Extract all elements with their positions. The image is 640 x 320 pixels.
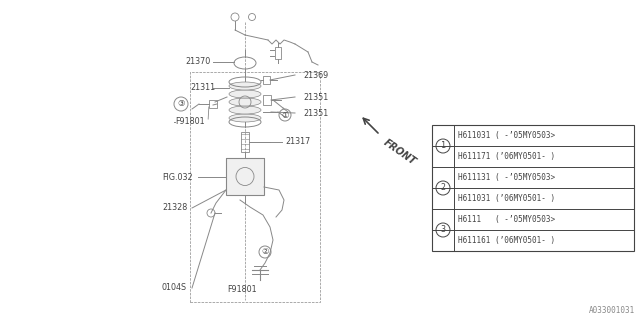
Text: ②: ② xyxy=(261,247,269,257)
Bar xyxy=(226,158,264,195)
Text: H6111   ( -’05MY0503>: H6111 ( -’05MY0503> xyxy=(458,215,555,224)
Bar xyxy=(190,72,320,302)
Text: 3: 3 xyxy=(440,226,445,235)
Bar xyxy=(241,132,249,152)
Bar xyxy=(209,100,217,108)
Ellipse shape xyxy=(229,114,261,122)
Text: H611161 (’06MY0501- ): H611161 (’06MY0501- ) xyxy=(458,236,555,245)
Text: 21328: 21328 xyxy=(162,204,188,212)
Bar xyxy=(263,95,271,105)
Text: F91801: F91801 xyxy=(227,285,257,294)
Ellipse shape xyxy=(229,98,261,106)
Text: ③: ③ xyxy=(177,100,185,108)
Text: ①: ① xyxy=(281,110,289,119)
Text: 1: 1 xyxy=(440,141,445,150)
Text: 21351: 21351 xyxy=(303,108,328,117)
Text: 21369: 21369 xyxy=(303,70,328,79)
Ellipse shape xyxy=(229,82,261,90)
Text: FIG.032: FIG.032 xyxy=(162,172,193,181)
Ellipse shape xyxy=(229,106,261,114)
Text: 2: 2 xyxy=(440,183,445,193)
Text: 21317: 21317 xyxy=(285,138,310,147)
Bar xyxy=(275,47,281,59)
Text: H611031 (’06MY0501- ): H611031 (’06MY0501- ) xyxy=(458,194,555,203)
Text: 21311: 21311 xyxy=(190,84,215,92)
Bar xyxy=(263,76,270,84)
Text: 0104S: 0104S xyxy=(162,284,187,292)
Ellipse shape xyxy=(229,90,261,98)
Bar xyxy=(432,125,634,251)
Text: H611171 (’06MY0501- ): H611171 (’06MY0501- ) xyxy=(458,152,555,161)
Text: H611131 ( -’05MY0503>: H611131 ( -’05MY0503> xyxy=(458,173,555,182)
Text: H611031 ( -’05MY0503>: H611031 ( -’05MY0503> xyxy=(458,131,555,140)
Text: 21351: 21351 xyxy=(303,92,328,101)
Text: FRONT: FRONT xyxy=(382,137,418,166)
Text: A033001031: A033001031 xyxy=(589,306,635,315)
Text: 21370: 21370 xyxy=(185,58,211,67)
Text: F91801: F91801 xyxy=(175,117,205,126)
